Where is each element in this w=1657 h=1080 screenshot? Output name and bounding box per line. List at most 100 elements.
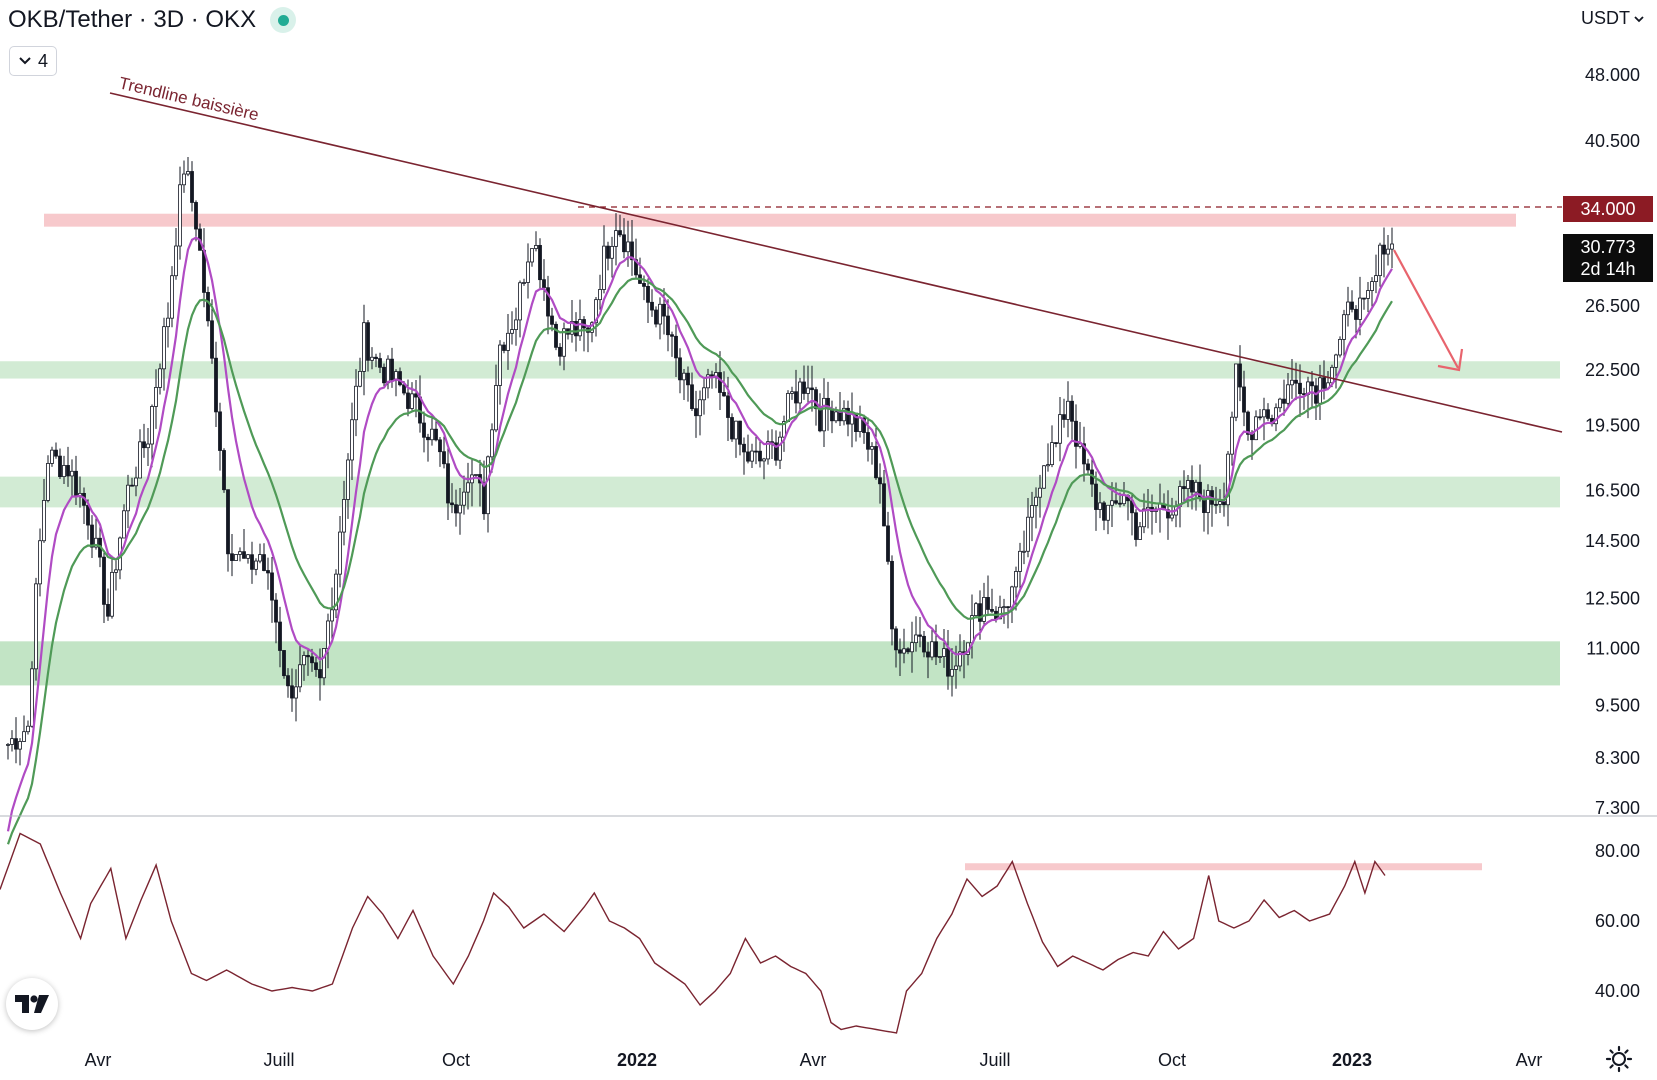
candle-body [406,392,410,409]
tradingview-logo-icon [15,995,49,1013]
candle-body [314,662,318,670]
candle-body [646,285,650,303]
candle-body [370,356,374,361]
candle-body [378,358,382,368]
candle-body [290,685,294,699]
tradingview-logo[interactable] [6,978,58,1030]
candle-body [326,620,330,649]
candle-body [1114,500,1118,504]
candle-body [462,491,466,506]
candle-body [226,489,230,555]
candle-body [610,245,614,259]
candle-body [1186,480,1190,490]
candle-body [1102,502,1106,521]
candle-body [102,556,106,605]
candle-body [322,648,326,679]
candle-body [178,184,182,247]
candle-body [1042,465,1046,489]
candle-body [530,248,534,263]
candle-body [170,275,174,319]
currency-selector[interactable]: USDT [1581,8,1645,29]
candle-body [658,303,662,325]
candle-body [154,387,158,407]
candle-body [1374,275,1378,282]
projection-arrow [1393,249,1459,369]
candle-body [834,411,838,422]
candle-body [1362,297,1366,300]
candle-body [110,571,114,617]
candle-body [678,357,682,381]
candle-body [70,470,74,477]
candle-body [1262,409,1266,418]
candle-body [1138,526,1142,540]
candle-body [878,477,882,485]
chart-header: OKB/Tether · 3D · OKX [8,6,297,34]
candle-body [778,436,782,461]
price-tick-label: 9.500 [1595,695,1640,715]
candle-body [366,322,370,361]
candle-body [190,171,194,203]
settings-gear-icon[interactable] [1605,1045,1633,1073]
candle-body [750,450,754,462]
candle-body [1282,398,1286,404]
candle-body [786,393,790,422]
candle-body [906,648,910,653]
candle-body [922,635,926,653]
candle-body [230,553,234,561]
candle-body [502,344,506,351]
candle-body [506,332,510,351]
candle-body [158,368,162,388]
candle-body [454,504,458,514]
candle-body [246,554,250,559]
candle-body [1234,363,1238,418]
candle-body [122,510,126,539]
candle-body [890,560,894,630]
candle-body [1194,481,1198,493]
candle-body [1082,443,1086,465]
rsi-resistance-zone [965,863,1482,871]
candle-body [362,322,366,372]
candle-body [1334,354,1338,368]
candle-body [42,500,46,542]
candle-body [1022,550,1026,553]
candle-body [1086,463,1090,471]
candle-body [726,395,730,418]
candle-body [1246,411,1250,435]
candle-body [86,504,90,526]
candle-body [1190,480,1194,493]
candle-body [458,504,462,514]
candle-body [1366,290,1370,299]
last-price-value: 30.773 [1580,237,1636,257]
support-zone [0,361,1560,379]
candle-body [798,381,802,404]
last-price-label: 30.773 2d 14h [1563,234,1653,282]
price-tick-label: 8.300 [1595,748,1640,768]
time-tick-label: Avr [1516,1050,1543,1070]
candle-body [822,397,826,432]
indicators-toggle-button[interactable]: 4 [9,46,57,76]
ema-slow-line [6,277,1393,845]
candle-body [938,656,942,658]
candle-body [1122,495,1126,505]
candle-body [258,554,262,562]
candle-body [806,387,810,394]
candle-body [1346,301,1350,316]
candle-body [774,442,778,461]
rsi-line [0,832,1386,1034]
candle-body [482,482,486,515]
candle-body [666,315,670,336]
candle-body [902,648,906,654]
candle-body [1330,366,1334,384]
candle-body [934,641,938,658]
candle-body [402,384,406,394]
candle-body [514,319,518,330]
indicator-count: 4 [37,50,48,71]
candle-body [858,417,862,432]
candle-body [730,417,734,440]
candle-body [1310,381,1314,387]
candle-body [334,573,338,611]
candle-body [990,609,994,612]
candle-body [1014,571,1018,588]
candle-body [490,429,494,458]
